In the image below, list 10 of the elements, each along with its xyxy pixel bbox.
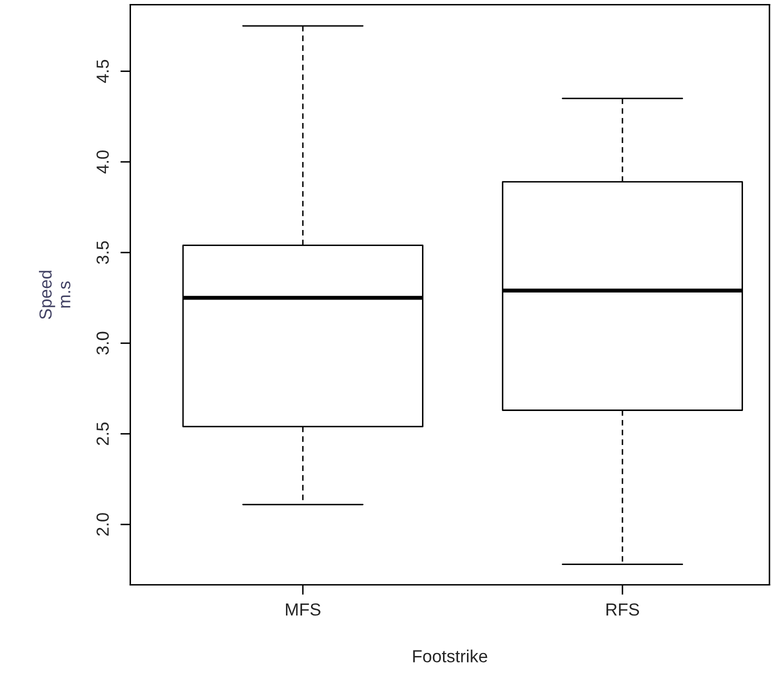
y-tick-label: 2.5 [96,422,109,446]
x-tick-label: RFS [606,603,640,616]
y-axis-title: Speed m.s [38,270,70,320]
y-tick-label: 2.0 [96,513,109,536]
x-axis-title: Footstrike [413,650,488,662]
y-tick-label: 3.0 [96,332,109,355]
y-tick-label: 4.0 [96,150,109,174]
y-tick-label: 3.5 [96,241,109,264]
y-tick-label: 4.5 [96,60,109,83]
x-tick-label: MFS [286,603,320,616]
